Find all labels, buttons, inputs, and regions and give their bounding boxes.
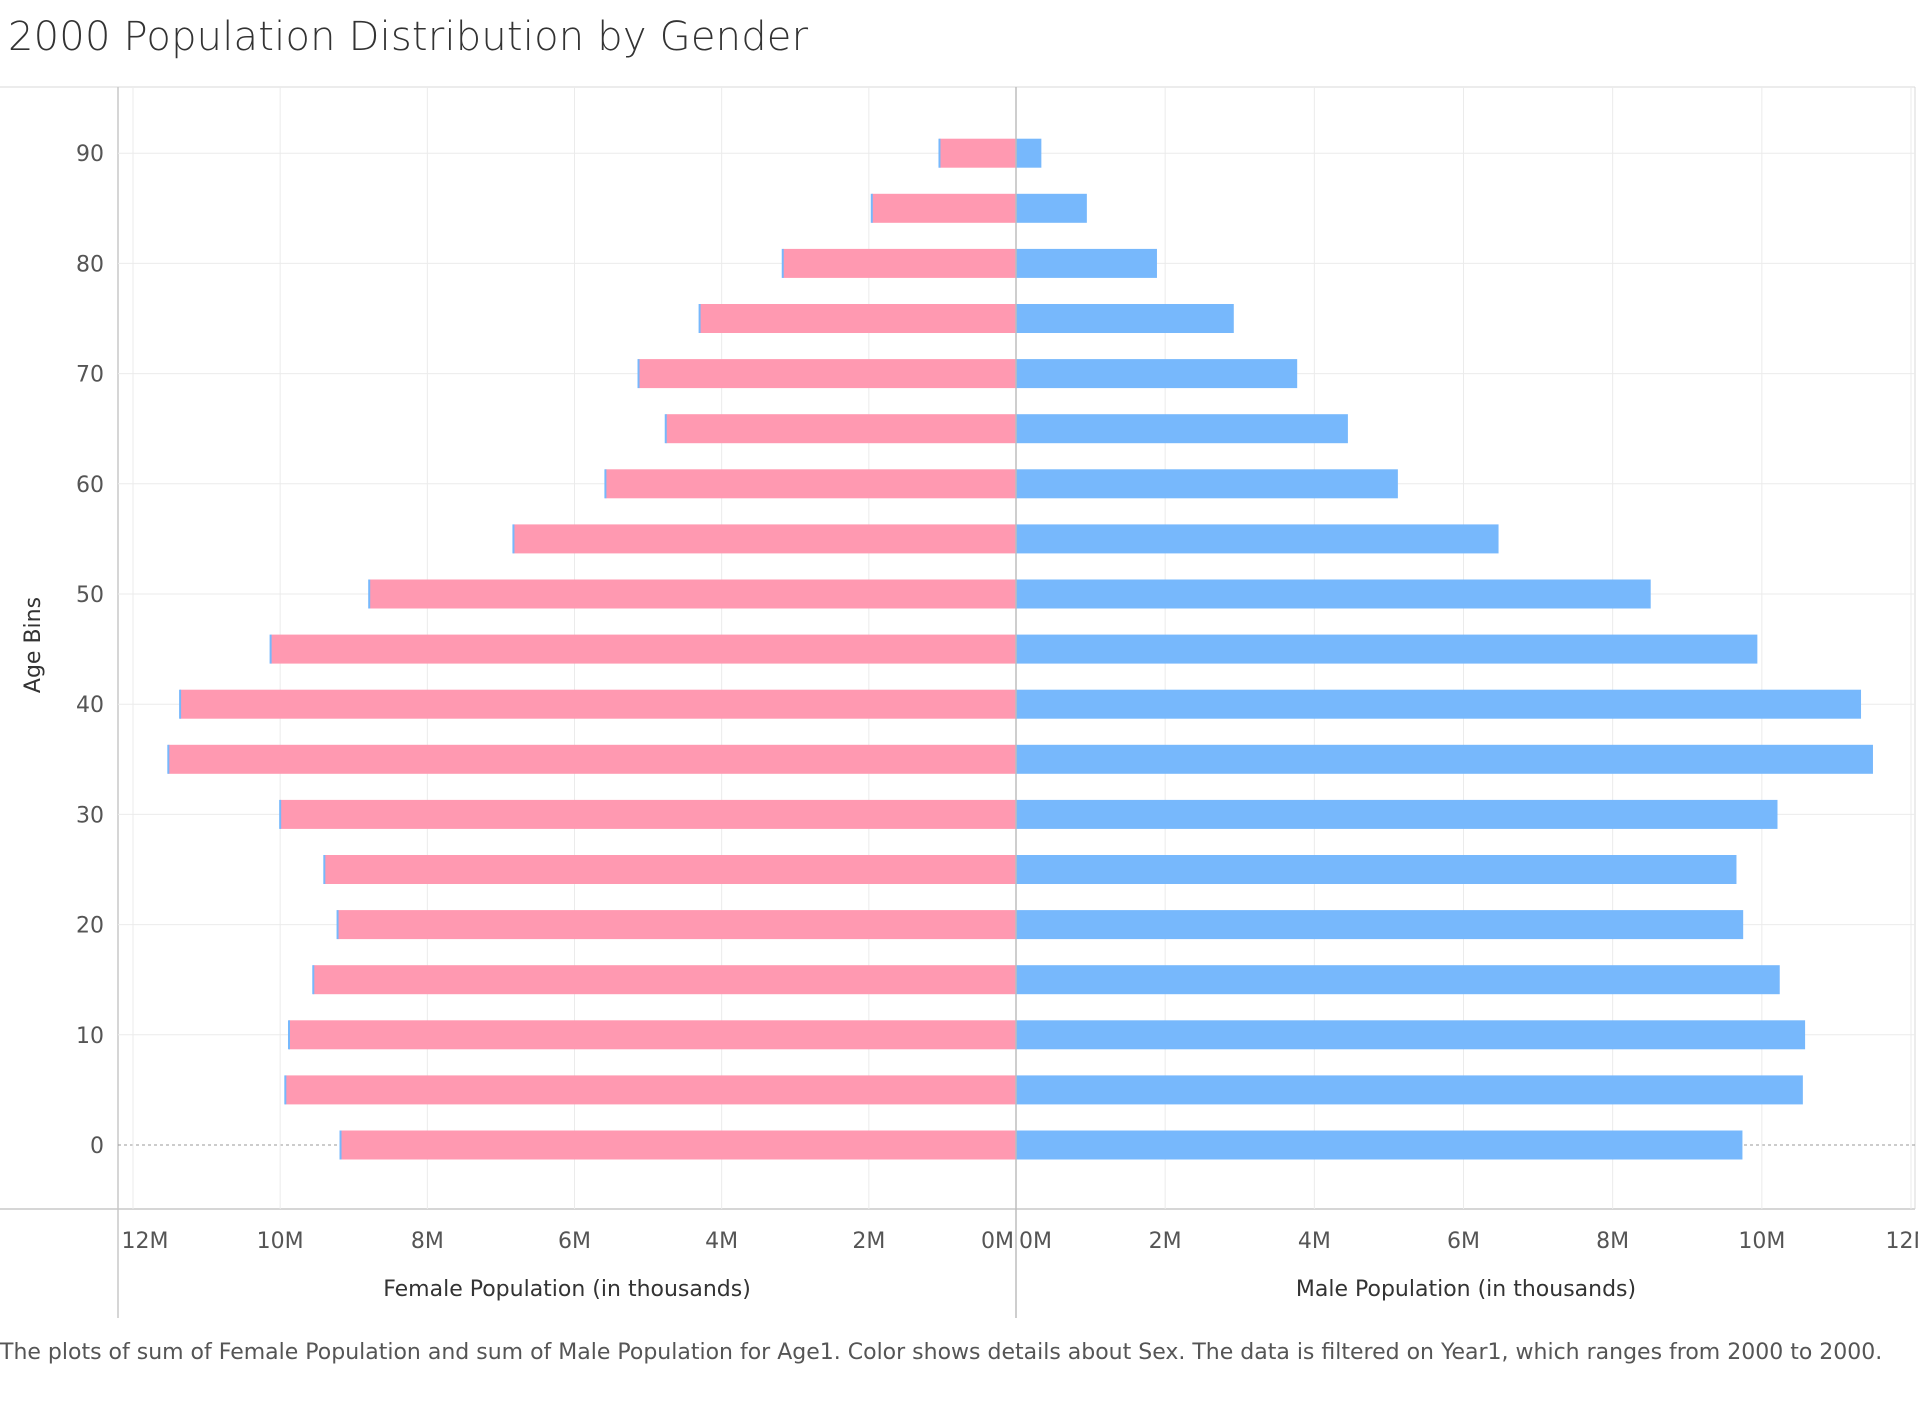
female-bar (699, 304, 1016, 333)
male-bar (1016, 414, 1348, 444)
female-bar (871, 193, 1016, 223)
female-bar-edge (870, 193, 873, 223)
male-bar (1016, 634, 1758, 664)
male-bar (1016, 910, 1744, 940)
female-bar-edge (637, 359, 640, 389)
male-bar (1016, 524, 1499, 554)
male-x-tick-label: 12M (1886, 1229, 1918, 1254)
male-x-tick-label: 8M (1596, 1229, 1629, 1254)
male-bar (1016, 689, 1862, 719)
female-bar-edge (512, 524, 515, 554)
female-x-tick-label: 6M (558, 1229, 591, 1254)
female-bar (270, 634, 1016, 664)
female-bar (782, 248, 1016, 278)
female-bar-edge (938, 138, 941, 168)
female-bar (340, 1130, 1016, 1160)
male-bar (1016, 1130, 1743, 1160)
male-bar (1016, 579, 1651, 609)
male-bar (1016, 1020, 1806, 1050)
male-bar (1016, 744, 1873, 774)
female-bar (324, 855, 1017, 884)
chart-caption: The plots of sum of Female Population an… (0, 1340, 1883, 1365)
female-bar-edge (269, 634, 272, 664)
y-tick-label: 50 (76, 583, 104, 608)
female-bar-edge (312, 965, 315, 995)
female-bar-edge (368, 579, 371, 609)
female-bar (180, 689, 1017, 719)
female-bar (280, 799, 1017, 829)
y-axis-title: Age Bins (21, 597, 46, 693)
chart-title: 2000 Population Distribution by Gender (8, 14, 809, 60)
male-bar (1016, 304, 1234, 333)
male-bar (1016, 799, 1778, 829)
y-tick-label: 10 (76, 1024, 104, 1049)
male-axis-title: Male Population (in thousands) (1296, 1277, 1636, 1302)
male-bar (1016, 965, 1780, 995)
male-x-tick-label: 10M (1738, 1229, 1785, 1254)
female-bar-edge (279, 799, 282, 829)
female-bar (313, 965, 1016, 995)
female-x-tick-label: 10M (257, 1229, 304, 1254)
female-x-tick-label: 12M (122, 1229, 169, 1254)
female-bar-edge (179, 689, 182, 719)
male-bar (1016, 469, 1398, 499)
y-tick-label: 0 (90, 1134, 104, 1159)
male-x-tick-label: 4M (1298, 1229, 1331, 1254)
y-tick-label: 80 (76, 252, 104, 277)
female-x-tick-label: 0M (981, 1229, 1014, 1254)
male-bar (1016, 855, 1737, 884)
male-bar (1016, 138, 1042, 168)
female-x-tick-label: 4M (705, 1229, 738, 1254)
female-x-tick-label: 8M (411, 1229, 444, 1254)
y-tick-label: 20 (76, 914, 104, 939)
female-bar (665, 414, 1016, 444)
male-bar (1016, 248, 1157, 278)
female-x-tick-label: 2M (852, 1229, 885, 1254)
female-bar-edge (781, 248, 784, 278)
female-bar-edge (167, 744, 170, 774)
y-tick-label: 40 (76, 693, 104, 718)
female-bar (337, 910, 1017, 940)
population-pyramid-chart: 0 10 20 30 40 50 60 70 80 90 12M 10M 8M 6M 4M 2M 0M 0M 2M 4… (0, 86, 1918, 1318)
female-bar (513, 524, 1016, 554)
y-tick-label: 30 (76, 803, 104, 828)
female-bar (168, 744, 1016, 774)
male-bar (1016, 193, 1087, 223)
female-bar (288, 1020, 1016, 1050)
female-bar-edge (336, 910, 339, 940)
female-bar-edge (323, 855, 326, 884)
female-bar (605, 469, 1016, 499)
female-bar-edge (604, 469, 607, 499)
male-x-tick-label: 0M (1019, 1229, 1052, 1254)
y-tick-label: 70 (76, 363, 104, 388)
male-bar (1016, 359, 1298, 389)
female-bar-edge (698, 304, 701, 333)
y-tick-label: 90 (76, 142, 104, 167)
female-bar (638, 359, 1016, 389)
female-axis-title: Female Population (in thousands) (383, 1277, 751, 1302)
female-bar-edge (339, 1130, 342, 1160)
female-bar-edge (284, 1075, 287, 1105)
female-bar (285, 1075, 1016, 1105)
male-bar (1016, 1075, 1803, 1105)
female-bar-edge (287, 1020, 290, 1050)
female-bar (939, 138, 1016, 168)
male-x-tick-label: 6M (1447, 1229, 1480, 1254)
y-tick-label: 60 (76, 473, 104, 498)
male-x-tick-label: 2M (1149, 1229, 1182, 1254)
female-bar-edge (664, 414, 667, 444)
female-bar (369, 579, 1016, 609)
